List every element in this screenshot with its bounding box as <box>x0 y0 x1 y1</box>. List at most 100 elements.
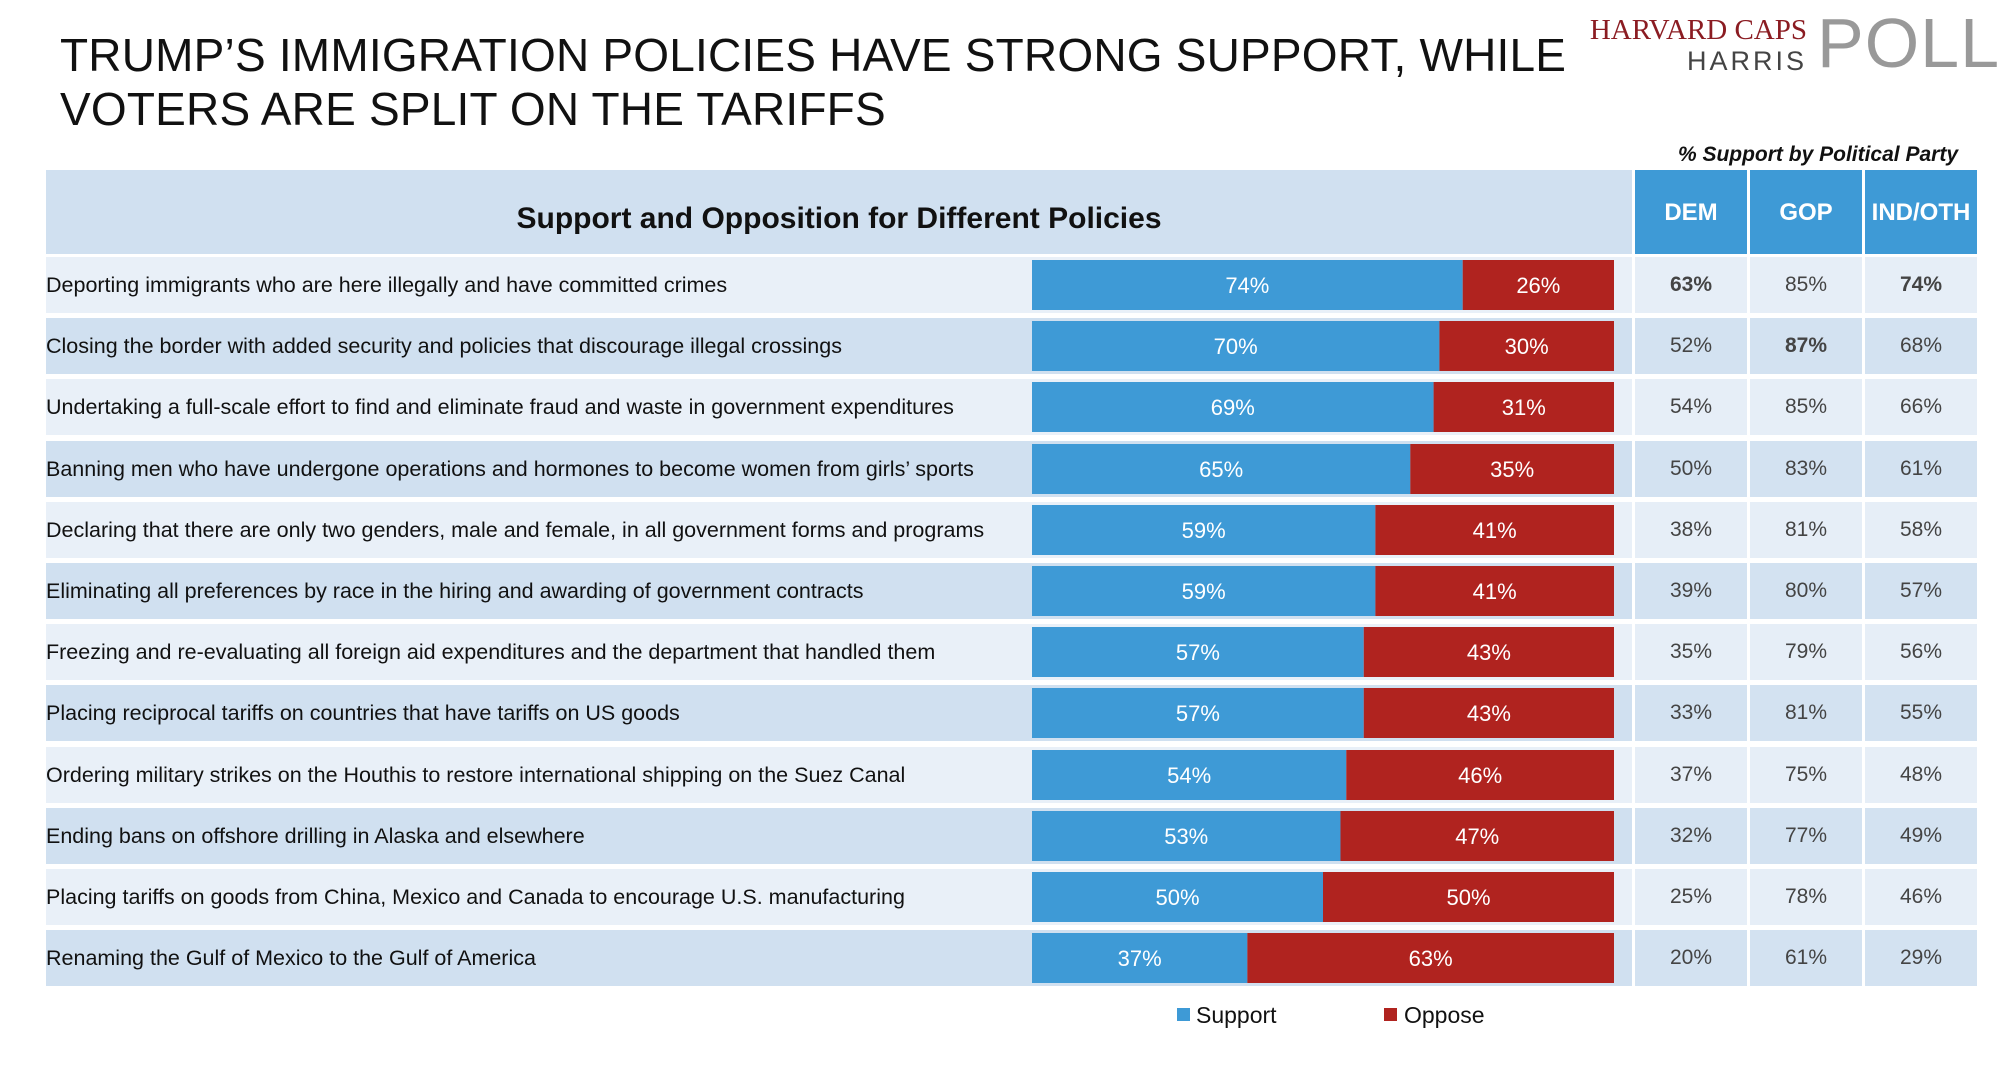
party-cell-dem: 38% <box>1635 502 1747 558</box>
party-cell-gop: 85% <box>1750 379 1862 435</box>
party-header-gop: GOP <box>1750 170 1862 254</box>
party-header-dem: DEM <box>1635 170 1747 254</box>
party-cell-gop: 80% <box>1750 563 1862 619</box>
data-label-support: 37% <box>1118 946 1162 971</box>
data-label-support: 53% <box>1164 824 1208 849</box>
page-title: TRUMP’S IMMIGRATION POLICIES HAVE STRONG… <box>60 28 1567 136</box>
party-cell-gop: 81% <box>1750 685 1862 741</box>
bar-oppose <box>1340 811 1614 861</box>
logo-line-harris: HARRIS <box>1686 46 1807 76</box>
party-cell-dem: 35% <box>1635 624 1747 680</box>
data-label-oppose: 43% <box>1467 640 1511 665</box>
party-cell-dem: 52% <box>1635 318 1747 374</box>
bar-support <box>1032 933 1248 983</box>
bar-oppose <box>1363 627 1614 677</box>
bar-support <box>1032 444 1411 494</box>
data-label-support: 57% <box>1176 701 1220 726</box>
policy-label: Freezing and re-evaluating all foreign a… <box>46 640 936 664</box>
party-cell-gop: 87% <box>1750 318 1862 374</box>
party-cell-gop: 85% <box>1750 257 1862 313</box>
data-label-support: 50% <box>1155 885 1199 910</box>
bar-oppose <box>1247 933 1614 983</box>
legend-swatch-support <box>1177 1008 1190 1021</box>
party-cell-ind-oth: 55% <box>1865 685 1977 741</box>
logo-line-poll: POLL <box>1817 4 2000 82</box>
data-label-support: 65% <box>1199 457 1243 482</box>
data-label-oppose: 46% <box>1458 763 1502 788</box>
table-row: Renaming the Gulf of Mexico to the Gulf … <box>46 930 1977 986</box>
bar-support <box>1032 688 1364 738</box>
party-cell-dem: 25% <box>1635 869 1747 925</box>
data-label-support: 69% <box>1211 395 1255 420</box>
data-label-support: 70% <box>1214 334 1258 359</box>
party-cell-dem: 32% <box>1635 808 1747 864</box>
party-cell-ind-oth: 48% <box>1865 747 1977 803</box>
party-cell-gop: 78% <box>1750 869 1862 925</box>
data-label-support: 59% <box>1182 518 1226 543</box>
party-header-ind-oth: IND/OTH <box>1865 170 1977 254</box>
party-cell-ind-oth: 49% <box>1865 808 1977 864</box>
data-label-oppose: 47% <box>1455 824 1499 849</box>
bar-support <box>1032 750 1347 800</box>
legend: Support Oppose <box>0 998 2000 1032</box>
party-cell-dem: 33% <box>1635 685 1747 741</box>
party-cell-ind-oth: 56% <box>1865 624 1977 680</box>
bar-support <box>1032 811 1341 861</box>
data-label-oppose: 41% <box>1473 579 1517 604</box>
legend-swatch-oppose <box>1384 1008 1397 1021</box>
bar-oppose <box>1462 260 1614 310</box>
policy-label: Eliminating all preferences by race in t… <box>46 579 864 603</box>
party-cell-gop: 81% <box>1750 502 1862 558</box>
data-label-oppose: 50% <box>1446 885 1490 910</box>
data-label-oppose: 26% <box>1516 273 1560 298</box>
data-label-support: 59% <box>1182 579 1226 604</box>
party-cell-dem: 20% <box>1635 930 1747 986</box>
chart-header: Support and Opposition for Different Pol… <box>46 170 1632 254</box>
policy-label: Undertaking a full-scale effort to find … <box>46 395 954 419</box>
bar-support <box>1032 505 1376 555</box>
title-line-2: VOTERS ARE SPLIT ON THE TARIFFS <box>60 83 886 135</box>
party-cell-dem: 63% <box>1635 257 1747 313</box>
data-label-oppose: 35% <box>1490 457 1534 482</box>
policy-label: Closing the border with added security a… <box>46 334 842 358</box>
bar-support <box>1032 382 1434 432</box>
data-label-support: 57% <box>1176 640 1220 665</box>
legend-label-oppose: Oppose <box>1404 1002 1485 1028</box>
bar-oppose <box>1410 444 1614 494</box>
bar-support <box>1032 321 1440 371</box>
party-cell-ind-oth: 66% <box>1865 379 1977 435</box>
data-label-oppose: 63% <box>1409 946 1453 971</box>
party-cell-ind-oth: 29% <box>1865 930 1977 986</box>
party-cell-gop: 61% <box>1750 930 1862 986</box>
data-label-oppose: 43% <box>1467 701 1511 726</box>
party-cell-ind-oth: 74% <box>1865 257 1977 313</box>
party-cell-dem: 39% <box>1635 563 1747 619</box>
bar-oppose <box>1375 505 1614 555</box>
party-cell-ind-oth: 61% <box>1865 441 1977 497</box>
party-cell-gop: 83% <box>1750 441 1862 497</box>
bar-oppose <box>1363 688 1614 738</box>
policy-label: Ending bans on offshore drilling in Alas… <box>46 824 585 848</box>
party-cell-dem: 37% <box>1635 747 1747 803</box>
party-cell-gop: 79% <box>1750 624 1862 680</box>
bar-oppose <box>1346 750 1614 800</box>
logo-line-harvard-caps: HARVARD CAPS <box>1589 14 1807 46</box>
data-label-oppose: 31% <box>1502 395 1546 420</box>
harvard-caps-harris-poll-logo: HARVARD CAPS HARRIS POLL <box>1585 8 1999 80</box>
party-cell-ind-oth: 68% <box>1865 318 1977 374</box>
party-cell-ind-oth: 58% <box>1865 502 1977 558</box>
party-cell-dem: 54% <box>1635 379 1747 435</box>
bar-support <box>1032 260 1463 310</box>
data-label-support: 54% <box>1167 763 1211 788</box>
title-line-1: TRUMP’S IMMIGRATION POLICIES HAVE STRONG… <box>60 29 1567 81</box>
data-label-oppose: 41% <box>1473 518 1517 543</box>
party-cell-gop: 77% <box>1750 808 1862 864</box>
policy-label: Banning men who have undergone operation… <box>46 457 974 481</box>
data-label-oppose: 30% <box>1505 334 1549 359</box>
party-cell-gop: 75% <box>1750 747 1862 803</box>
bar-oppose <box>1323 872 1614 922</box>
bar-support <box>1032 627 1364 677</box>
party-cell-ind-oth: 57% <box>1865 563 1977 619</box>
